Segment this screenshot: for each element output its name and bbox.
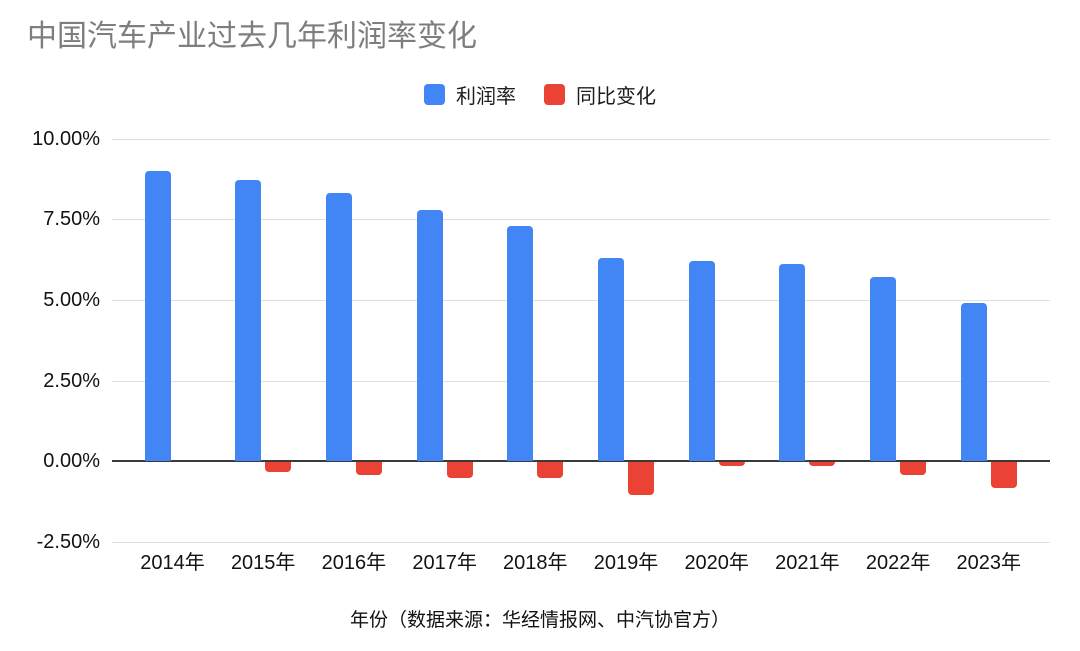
- legend-swatch-profit-margin: [424, 84, 445, 105]
- bar-profit-margin-2015年: [235, 180, 262, 462]
- x-axis-label: 2015年: [230, 552, 296, 574]
- bar-profit-margin-2016年: [325, 193, 352, 462]
- bar-yoy-change-2019年: [628, 462, 654, 495]
- legend-label-yoy-change: 同比变化: [576, 86, 656, 108]
- y-axis-label: -2.50%: [36, 531, 100, 553]
- x-axis-label: 2023年: [956, 552, 1022, 574]
- legend-label-profit-margin: 利润率: [456, 86, 516, 108]
- gridline: [112, 299, 1050, 301]
- gridline: [112, 219, 1050, 221]
- bar-yoy-change-2021年: [809, 462, 836, 466]
- bar-profit-margin-2020年: [688, 261, 715, 462]
- chart-title: 中国汽车产业过去几年利润率变化: [27, 20, 477, 53]
- bar-yoy-change-2022年: [900, 462, 927, 476]
- gridline: [112, 542, 1050, 543]
- bar-yoy-change-2018年: [537, 462, 564, 479]
- bar-yoy-change-2015年: [265, 462, 292, 472]
- bar-profit-margin-2018年: [507, 225, 534, 462]
- x-axis-label: 2021年: [775, 552, 840, 574]
- x-axis-label: 2022年: [865, 552, 931, 574]
- x-axis-label: 2019年: [593, 552, 659, 574]
- x-axis-title: 年份（数据来源：华经情报网、中汽协官方）: [349, 610, 730, 631]
- bar-profit-margin-2019年: [598, 257, 624, 462]
- x-axis-label: 2018年: [503, 552, 568, 574]
- legend: 利润率 同比变化: [0, 80, 1080, 109]
- legend-item-yoy-change: 同比变化: [544, 80, 656, 109]
- y-axis-label: 5.00%: [43, 288, 100, 311]
- x-axis-label: 2016年: [321, 552, 387, 574]
- x-axis-label: 2017年: [412, 552, 477, 574]
- bar-profit-margin-2021年: [779, 264, 806, 462]
- x-axis-label: 2020年: [684, 552, 749, 574]
- gridline: [112, 138, 1050, 140]
- y-axis-label: 2.50%: [43, 369, 100, 392]
- zero-baseline: [112, 460, 1050, 463]
- bar-profit-margin-2017年: [416, 209, 443, 462]
- bar-yoy-change-2023年: [990, 462, 1017, 489]
- legend-swatch-yoy-change: [544, 84, 565, 105]
- legend-item-profit-margin: 利润率: [424, 80, 516, 109]
- y-axis-label: 0.00%: [43, 450, 100, 473]
- gridline: [112, 380, 1050, 382]
- bar-yoy-change-2016年: [355, 462, 382, 476]
- bar-profit-margin-2023年: [960, 303, 987, 462]
- y-axis-label: 10.00%: [32, 127, 100, 150]
- bar-profit-margin-2014年: [144, 171, 171, 462]
- bar-yoy-change-2020年: [718, 462, 745, 466]
- y-axis-label: 7.50%: [43, 208, 100, 231]
- x-axis-label: 2014年: [140, 552, 205, 574]
- bar-profit-margin-2022年: [870, 277, 897, 462]
- bar-yoy-change-2017年: [446, 462, 473, 479]
